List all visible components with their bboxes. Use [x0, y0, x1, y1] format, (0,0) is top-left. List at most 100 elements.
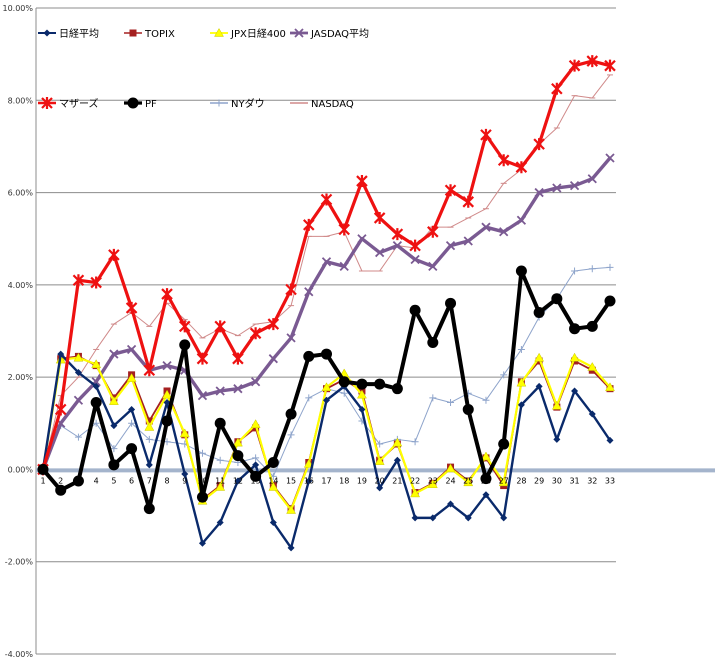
marker [215, 481, 226, 491]
y-axis-ticks: 10.00% 8.00% 6.00% 4.00% 2.00% 0.00% -2.00% -4.… [2, 4, 33, 659]
marker [268, 354, 278, 364]
marker [179, 339, 191, 351]
marker [143, 503, 155, 515]
marker [73, 352, 84, 362]
legend-label: マザーズ [59, 97, 99, 110]
marker [464, 514, 472, 522]
marker [74, 433, 82, 441]
marker [73, 395, 84, 405]
marker [250, 377, 261, 387]
x-tick-label: 14 [268, 476, 278, 485]
marker [357, 389, 367, 399]
y-tick-label: 8.00% [8, 96, 34, 105]
marker [356, 175, 368, 188]
marker [143, 364, 156, 377]
marker [216, 456, 224, 464]
legend-item: JASDAQ平均 [290, 28, 369, 40]
marker [232, 352, 244, 365]
marker [214, 27, 224, 37]
marker [358, 405, 366, 413]
marker [41, 97, 53, 109]
x-tick-label: 28 [516, 476, 526, 485]
marker [320, 193, 333, 206]
marker [587, 361, 598, 371]
marker [252, 454, 260, 462]
x-tick-label: 24 [445, 476, 455, 485]
marker [533, 307, 545, 319]
legend-item: 日経平均 [38, 27, 99, 40]
x-tick-label: 19 [357, 476, 367, 485]
x-tick-label: 8 [164, 476, 169, 485]
x-tick-label: 1 [40, 476, 45, 485]
marker [145, 461, 153, 469]
marker [480, 128, 492, 141]
marker [429, 394, 437, 402]
marker [269, 518, 277, 526]
marker [57, 350, 65, 358]
marker [569, 181, 580, 191]
legend-item: PF [124, 97, 157, 110]
y-tick-label: 4.00% [8, 281, 34, 290]
marker [321, 348, 332, 360]
marker [109, 349, 119, 359]
marker [393, 456, 401, 464]
marker [110, 422, 118, 430]
marker [427, 337, 439, 349]
marker [462, 195, 475, 208]
x-tick-label: 23 [428, 476, 438, 485]
marker [215, 386, 225, 396]
marker [587, 174, 597, 184]
marker [303, 218, 315, 231]
marker [181, 470, 189, 478]
marker [409, 239, 421, 252]
x-tick-label: 6 [129, 476, 134, 485]
x-tick-label: 12 [233, 476, 243, 485]
marker [588, 410, 596, 418]
marker [569, 323, 581, 335]
marker [287, 544, 295, 552]
x-tick-label: 11 [215, 476, 225, 485]
marker [323, 396, 330, 404]
x-tick-label: 26 [481, 476, 491, 485]
marker [145, 417, 153, 425]
x-tick-label: 21 [392, 476, 402, 485]
marker [515, 161, 528, 174]
marker [37, 463, 49, 475]
marker [305, 394, 313, 402]
marker [500, 514, 508, 522]
marker [392, 240, 403, 251]
x-tick-label: 3 [76, 476, 81, 485]
marker [482, 491, 490, 499]
marker [445, 297, 457, 309]
marker [339, 261, 349, 272]
marker [463, 236, 473, 246]
marker [356, 378, 368, 390]
marker [249, 327, 262, 340]
marker [321, 257, 332, 267]
marker [196, 491, 208, 503]
marker [55, 484, 67, 496]
marker [91, 359, 102, 368]
marker [74, 369, 82, 377]
marker [126, 443, 138, 455]
marker [128, 405, 136, 413]
x-tick-label: 20 [375, 476, 385, 485]
marker [374, 456, 385, 465]
marker [162, 360, 172, 371]
marker [481, 451, 491, 461]
marker [214, 320, 226, 333]
legend-item: NYダウ [210, 97, 265, 110]
marker [125, 301, 138, 314]
legend-item: NASDAQ [290, 99, 354, 110]
marker [197, 390, 208, 401]
marker [196, 352, 209, 365]
legend-item: マザーズ [38, 97, 99, 110]
marker [535, 382, 543, 390]
marker [285, 408, 297, 420]
marker [92, 419, 100, 427]
marker [161, 415, 173, 427]
marker [481, 222, 491, 232]
marker [43, 29, 51, 37]
marker [179, 428, 190, 438]
x-tick-label: 32 [587, 476, 597, 485]
